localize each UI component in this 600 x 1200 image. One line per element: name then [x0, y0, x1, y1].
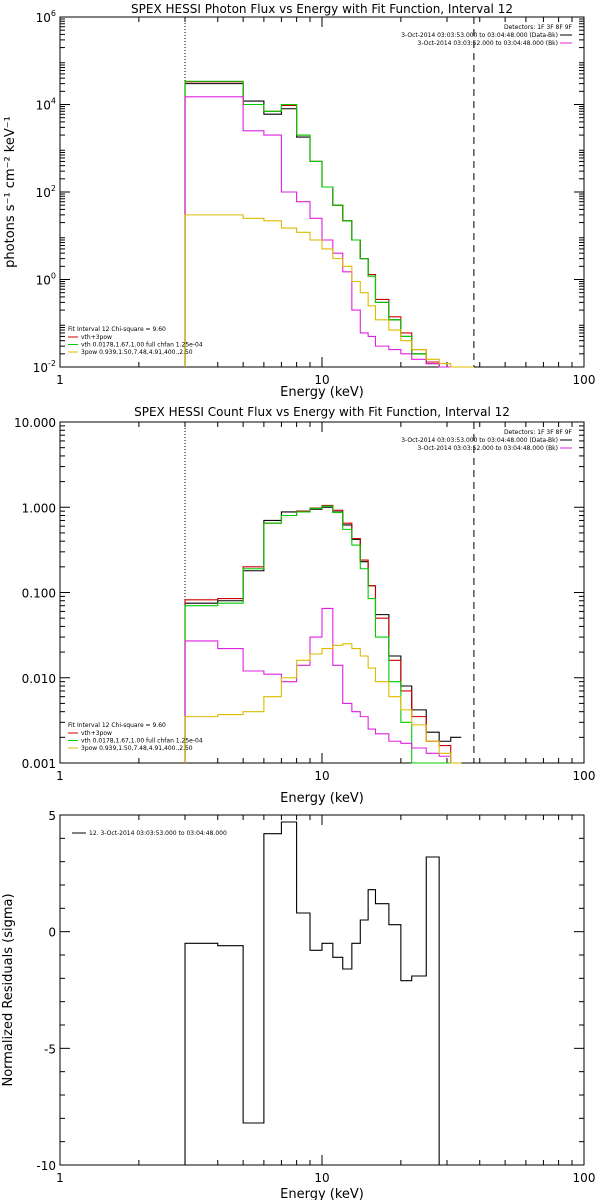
count-flux-axes-frame: [59, 421, 585, 764]
legend-fit-header: Fit Interval 12 Chi-square = 9.60: [68, 722, 166, 729]
x-tick-label-1: 10: [314, 1171, 329, 1185]
series-line-3-oct-2014-03-03-52-000-to-03-: [184, 96, 474, 368]
legend-fit-entry-1: vth 0.0178,1.67,1.00 full chfan 1.25e-04: [81, 738, 203, 745]
photon-flux-marks: [184, 17, 475, 368]
legend-top-entry-2: 3-Oct-2014 03:03:52.000 to 03:04:48.000 …: [418, 445, 559, 452]
y-tick-label-1: -5: [44, 1042, 56, 1056]
x-tick-label-1: 10: [314, 769, 329, 783]
photon-flux-title: SPEX HESSI Photon Flux vs Energy with Fi…: [131, 2, 513, 16]
legend-fit-header: Fit Interval 12 Chi-square = 9.60: [68, 326, 166, 333]
legend-fit-entry-0: vth+3pow: [81, 334, 112, 341]
y-tick-label-2: 0.100: [22, 587, 56, 601]
legend-top-entry-0: Detectors: 1F 3F 8F 9F: [504, 429, 573, 436]
x-tick-label-1: 10: [314, 373, 329, 387]
y-tick-label-2: 102: [36, 184, 56, 200]
legend-top-entry-0: Detectors: 1F 3F 8F 9F: [504, 24, 573, 31]
y-tick-label-1: 100: [36, 272, 56, 288]
x-tick-label-2: 100: [573, 1171, 596, 1185]
x-tick-label-0: 1: [56, 373, 64, 387]
photon-flux-ticks: 1 10 100 10-2 100 102 104 106: [33, 9, 596, 387]
residuals-ticks: 1 10 100 -10 -5 0 5: [36, 809, 595, 1185]
photon-flux-panel: SPEX HESSI Photon Flux vs Energy with Fi…: [3, 2, 595, 400]
x-tick-label-2: 100: [573, 769, 596, 783]
residuals-marks: [184, 821, 440, 1165]
y-tick-label-4: 106: [36, 9, 56, 25]
series-line-3-oct-2014-03-03-52-000-to-03-: [184, 607, 462, 764]
legend-fit-entry-2: 3pow 0.939,1.50,7.48,4.91,400.,2.50: [81, 349, 193, 356]
y-tick-label-1: 0.010: [22, 672, 56, 686]
y-tick-label-3: 104: [36, 97, 56, 113]
residuals-ylabel: Normalized Residuals (sigma): [1, 893, 16, 1086]
photon-flux-axes-frame: [59, 16, 585, 368]
residuals-axes-frame: [59, 814, 585, 1166]
legend-top-entry-2: 3-Oct-2014 03:03:52.000 to 03:04:48.000 …: [418, 40, 559, 47]
residuals-xlabel: Energy (keV): [280, 1187, 364, 1200]
legend-fit-entry-1: vth 0.0178,1.67,1.00 full chfan 1.25e-04: [81, 342, 203, 349]
y-tick-label-4: 10.000: [14, 416, 56, 430]
count-flux-marks: [184, 422, 475, 764]
series-line-3pow: [184, 214, 474, 368]
residuals-panel: Energy (keV) Normalized Residuals (sigma…: [1, 809, 595, 1200]
residuals-legend: 12. 3-Oct-2014 03:03:53.000 to 03:04:48.…: [72, 830, 227, 837]
photon-flux-ylabel: photons s⁻¹ cm⁻² keV⁻¹: [3, 116, 18, 268]
y-tick-label-2: 0: [48, 926, 56, 940]
legend-residual-entry: 12. 3-Oct-2014 03:03:53.000 to 03:04:48.…: [89, 830, 227, 837]
series-line-3pow: [184, 643, 462, 764]
legend-fit-entry-2: 3pow 0.939,1.50,7.48,4.91,400.,2.50: [81, 745, 193, 752]
x-tick-label-2: 100: [573, 373, 596, 387]
count-flux-panel: SPEX HESSI Count Flux vs Energy with Fit…: [14, 405, 595, 806]
legend-top-entry-1: 3-Oct-2014 03:03:53.000 to 03:04:48.000 …: [401, 437, 558, 444]
x-tick-label-0: 1: [56, 769, 64, 783]
y-tick-label-0: 0.001: [22, 757, 56, 771]
series-line-3-oct-2014-03-03-53-000-to-03-: [184, 83, 474, 368]
x-tick-label-0: 1: [56, 1171, 64, 1185]
y-tick-label-0: 10-2: [33, 359, 56, 375]
series-line-vth-3pow: [184, 81, 474, 368]
legend-fit-entry-0: vth+3pow: [81, 730, 112, 737]
photon-flux-xlabel: Energy (keV): [280, 385, 364, 400]
count-flux-xlabel: Energy (keV): [280, 791, 364, 806]
count-flux-title: SPEX HESSI Count Flux vs Energy with Fit…: [134, 405, 510, 419]
series-line-vth: [184, 505, 462, 764]
series-line-12-3-oct-2014-03-03-53-000-to-: [184, 821, 440, 1165]
count-flux-ticks: 1 10 100 0.001 0.010 0.100 1.000 10.000: [14, 416, 595, 783]
photon-flux-legend: Detectors: 1F 3F 8F 9F3-Oct-2014 03:03:5…: [68, 24, 573, 356]
y-tick-label-3: 5: [48, 809, 56, 823]
series-line-vth: [184, 80, 474, 368]
count-flux-legend: Detectors: 1F 3F 8F 9F3-Oct-2014 03:03:5…: [68, 429, 573, 752]
y-tick-label-0: -10: [36, 1159, 56, 1173]
legend-top-entry-1: 3-Oct-2014 03:03:53.000 to 03:04:48.000 …: [401, 32, 558, 39]
y-tick-label-3: 1.000: [22, 501, 56, 515]
